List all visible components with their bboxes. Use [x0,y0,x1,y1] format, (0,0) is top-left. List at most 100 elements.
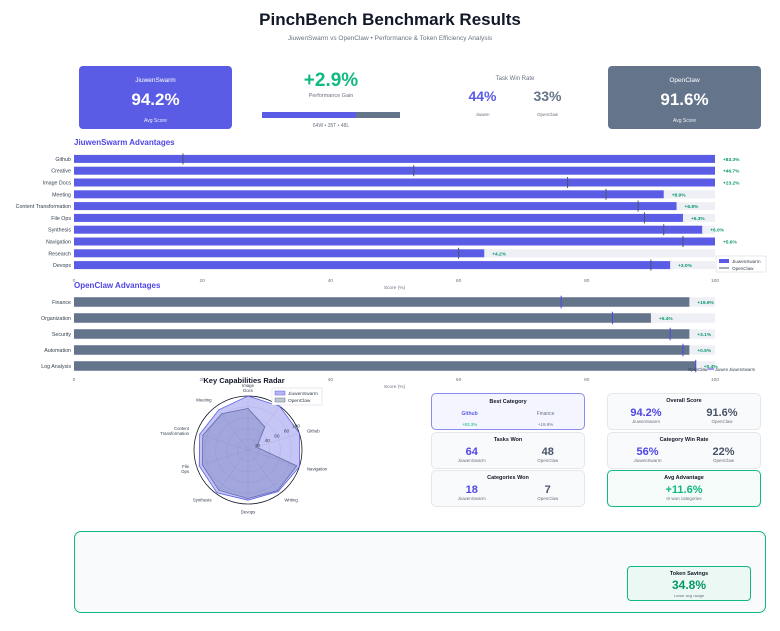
overall-score-jiuwen-label: JiuwenSwarm [631,419,660,424]
radar-tick-label: 80 [284,428,290,434]
bar-creative [74,166,715,175]
radar-series-jiuwen [198,395,300,501]
radar-legend-label: OpenClaw [288,398,311,404]
x-tick-label: 100 [711,278,719,284]
delta-label: +5.6% [723,240,737,246]
tasks-won-title: Tasks Won [493,437,523,443]
x-tick-label: 0 [73,278,76,284]
overall-score-jiuwen: 94.2% [630,407,662,419]
category-label: Navigation [46,240,71,246]
bar-finance [74,297,690,307]
radar-spoke [196,433,249,451]
task-win-rate-block: Task Win Rate 44% Jiuwen 33% OpenClaw [450,76,580,126]
tasks-won-jiuwen-label: JiuwenSwarm [457,458,486,463]
category-label: Security [52,332,71,338]
radar-axis-label: Writing [284,498,298,503]
delta-label: +19.9% [697,300,714,306]
category-label: File Ops [51,216,71,222]
tasks-won-openclaw: 48 [541,446,554,458]
category-win-rate-jiuwen: 56% [636,446,659,458]
x-tick-label: 80 [584,278,590,284]
best-category-openclaw-name: Finance [536,411,555,417]
radar-legend-box [271,387,323,406]
radar-legend-swatch-openclaw [274,397,286,403]
openclaw-score: 91.6% [660,90,709,109]
categories-won-openclaw-label: OpenClaw [537,496,559,501]
x-tick-label: 20 [200,377,206,383]
radar-spoke [247,449,300,467]
radar-legend-swatch-jiuwen [274,390,286,396]
jiuwen-score-label: Avg Score [144,118,167,124]
performance-gain-block: +2.9% Performance Gain 64W • 35T • 48L [255,70,407,130]
categories-won-openclaw: 7 [544,484,551,496]
radar-axis-label: Content [174,426,190,431]
best-category-jiuwen-val: +83.3% [461,422,478,427]
delta-label: +3.1% [697,332,711,338]
openclaw-name: OpenClaw [669,77,700,84]
category-win-rate-title: Category Win Rate [659,437,709,443]
category-label: Organization [41,316,71,322]
best-category-jiuwen-name: Github [461,411,478,417]
radar-spoke [247,449,280,494]
category-label: Finance [52,300,71,306]
jiuwen-name: JiuwenSwarm [135,77,176,84]
tasks-won-panel: Tasks Won 64 JiuwenSwarm 48 OpenClaw [431,432,585,469]
radar-tick-label: 20 [255,443,261,449]
jiuwen-summary-card: JiuwenSwarm 94.2% Avg Score [79,66,232,129]
radar-legend-label: JiuwenSwarm [288,391,318,397]
category-label: Log Analysis [41,364,71,370]
radar-axis-label: Devops [241,510,256,515]
bar-image-docs [74,178,715,187]
tasks-won-openclaw-label: OpenClaw [537,458,559,463]
category-label: Automation [44,348,71,354]
category-win-rate-openclaw-label: OpenClaw [712,458,734,463]
task-win-rate-jiuwen-label: Jiuwen [475,112,490,117]
x-tick-label: 40 [328,377,334,383]
delta-label: +23.2% [723,181,740,187]
task-win-rate-title: Task Win Rate [495,76,535,82]
win-loss-caption: 64W • 35T • 48L [312,123,350,129]
task-win-rate-openclaw-label: OpenClaw [536,112,558,117]
x-tick-label: 100 [711,377,719,383]
x-axis-label: Score (%) [384,285,406,291]
overall-score-panel: Overall Score 94.2% JiuwenSwarm 91.6% Open… [607,393,761,430]
category-label: Github [55,157,71,163]
win-loss-bar-fill [262,112,356,118]
category-label: Content Transformation [16,204,71,210]
radar-axis-label: Image [242,383,255,388]
delta-label: +6.3% [691,216,705,222]
radar-tick-label: 100 [292,423,300,429]
radar-axis-label: Ops [181,469,189,474]
best-category-title: Best Category [489,399,527,405]
avg-advantage-label: In won categories [666,496,702,501]
category-win-rate-openclaw: 22% [712,446,735,458]
radar-axis-label: Github [307,428,320,433]
bar-content-transformation [74,202,677,211]
delta-label: +46.7% [723,169,740,175]
openclaw-score-label: Avg Score [673,118,696,124]
bar-github [74,154,715,163]
bar-log-analysis [74,361,696,371]
categories-won-jiuwen: 18 [465,484,478,496]
overall-score-openclaw: 91.6% [706,407,738,419]
delta-label: +83.3% [723,157,740,163]
category-label: Devops [53,263,71,269]
bar-synthesis [74,225,703,234]
radar-axis-label: File [182,464,190,469]
gain-value: +2.9% [303,70,359,91]
token-savings-value: 34.8% [671,578,707,592]
categories-won-title: Categories Won [487,475,529,481]
bar-security [74,329,690,339]
radar-title: Key Capabilities Radar [203,376,284,385]
radar-axis-label: Docs [243,388,253,393]
bar-research [74,249,485,258]
radar-spoke [196,449,249,467]
jiuwen-score: 94.2% [131,90,180,109]
radar-axis-label: Navigation [307,467,328,472]
category-label: Creative [51,169,71,175]
x-tick-label: 80 [584,377,590,383]
bar-organization [74,313,651,323]
x-tick-label: 20 [200,278,206,284]
legend-label: OpenClaw [732,266,754,271]
